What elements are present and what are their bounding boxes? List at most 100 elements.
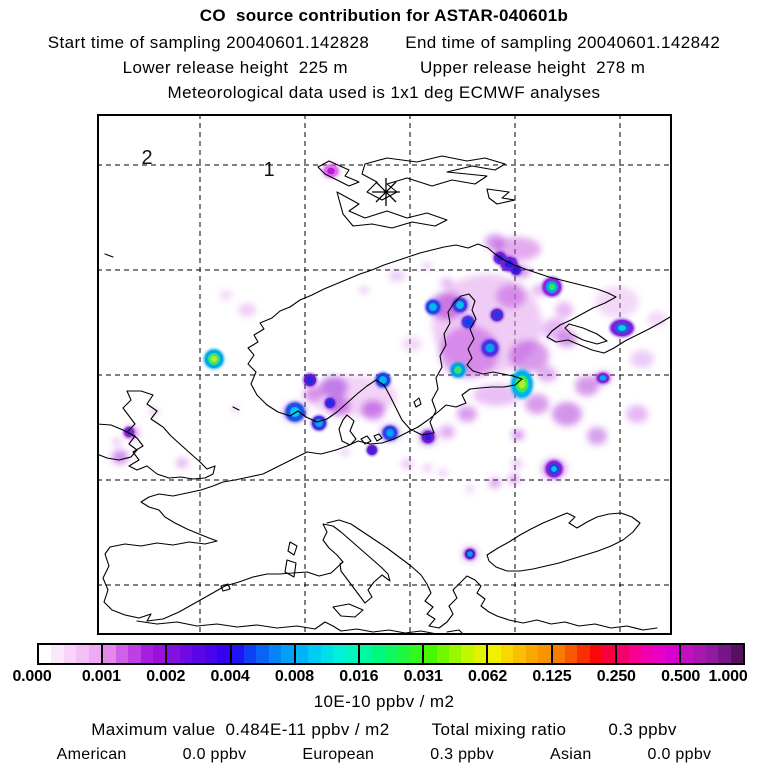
coast-denmark [338,414,357,446]
coast-gotland [413,397,422,408]
colorbar-cell [449,645,462,663]
colorbar-cell [680,645,694,663]
colorbar-cell [589,645,603,663]
colorbar-cell [409,645,423,663]
source-value-american: 0.0 ppbv [182,746,247,763]
colorbar-section-0 [39,645,102,663]
colorbar-cell [217,645,230,663]
colorbar-tick-0.250: 0.250 [596,668,636,685]
colorbar-cell [525,645,539,663]
page-title: CO source contribution for ASTAR-040601b [199,6,569,25]
colorbar-cell [244,645,257,663]
end-time-text: End time of sampling 20040601.142842 [405,33,721,52]
hotspot-ring [379,376,387,384]
lower-release-text: Lower release height 225 m [122,58,348,77]
colorbar-cell [577,645,590,663]
colorbar-cell [140,645,153,663]
map-svg: 21 [97,114,672,635]
colorbar-cell [513,645,526,663]
colorbar-unit-label: 10E-10 ppbv / m2 [313,692,455,711]
colorbar-cell [500,645,514,663]
colorbar-cell [231,645,244,663]
hotspot-ring [306,376,314,384]
hotspot-ring [485,343,495,353]
coast-italy [322,523,391,604]
colorbar-cell [488,645,501,663]
colorbar-tick-1.000: 1.000 [708,668,748,685]
coast-jan-mayen [104,253,114,258]
coast-sardinia [284,559,297,578]
hotspot-ring [548,283,556,291]
colorbar-cell [268,645,282,663]
upper-release-text: Upper release height 278 m [420,58,646,77]
colorbar-cell [616,645,630,663]
colorbar-section-1 [101,645,166,663]
trajectory-labels: 21 [141,147,274,181]
colorbar-cell [204,645,218,663]
colorbar-cell [345,645,358,663]
colorbar-cell [473,645,487,663]
coast-white-sea [564,323,608,345]
colorbar-cell [39,645,52,663]
hotspot-ring [518,379,526,389]
colorbar-tick-0.008: 0.008 [274,668,314,685]
colorbar-cell [372,645,385,663]
total-mixing-ratio-value: 0.3 ppbv [608,720,677,739]
colorbar-section-4 [293,645,358,663]
source-name-asian: Asian [550,746,592,763]
colorbar-section-9 [614,645,679,663]
hotspot-ring [429,303,437,311]
coastlines [97,155,672,635]
source-value-asian: 0.0 ppbv [647,746,712,763]
colorbar-section-3 [229,645,294,663]
colorbar-cell [51,645,64,663]
coast-black-sea [486,512,641,572]
colorbar-cell [705,645,719,663]
colorbar-tick-0.031: 0.031 [403,668,443,685]
colorbar-cell [281,645,294,663]
colorbar-cell [564,645,578,663]
colorbar-cell [320,645,334,663]
colorbar-cell [654,645,667,663]
source-name-american: American [56,746,127,763]
colorbar-cell [63,645,77,663]
colorbar-cell [461,645,474,663]
coast-britain [122,390,216,480]
coast-scandinavia-north [247,243,672,396]
colorbar-tick-0.000: 0.000 [12,668,52,685]
colorbar-cell [167,645,180,663]
colorbar-cell [76,645,89,663]
met-data-line: Meteorological data used is 1x1 deg ECMW… [167,83,601,102]
coast-svalbard-south [336,191,448,229]
coast-svalbard-main [361,155,506,201]
plume-layer [112,164,667,561]
maximum-value-text: 0.484E-11 ppbv / m2 [225,720,390,739]
colorbar-cell [424,645,437,663]
hotspot-ring [424,433,432,441]
colorbar-tick-0.002: 0.002 [146,668,186,685]
coast-turkey-south [496,615,658,631]
colorbar-tick-0.016: 0.016 [339,668,379,685]
colorbar-cell [295,645,309,663]
hotspot-ring [493,311,501,319]
colorbar [37,643,745,665]
colorbar-cell [552,645,565,663]
coast-svalbard [317,160,360,187]
colorbar-cell [333,645,346,663]
coast-mallorca [220,583,231,592]
colorbar-section-6 [422,645,487,663]
colorbar-cell [538,645,551,663]
maximum-value: Maximum value 0.484E-11 ppbv / m2 [91,720,389,740]
colorbar-section-10 [678,645,744,663]
hotspot-ring [369,447,375,453]
coast-danish-isles [360,433,383,445]
map-border [97,114,672,635]
colorbar-cell [359,645,373,663]
colorbar-cell [384,645,398,663]
colorbar-cell [602,645,615,663]
coast-svalbard-east [486,188,516,205]
total-mixing-ratio-label: Total mixing ratio [431,720,567,739]
coast-baltic [256,293,523,451]
sampling-times-line: Start time of sampling 20040601.142828 E… [0,33,768,53]
